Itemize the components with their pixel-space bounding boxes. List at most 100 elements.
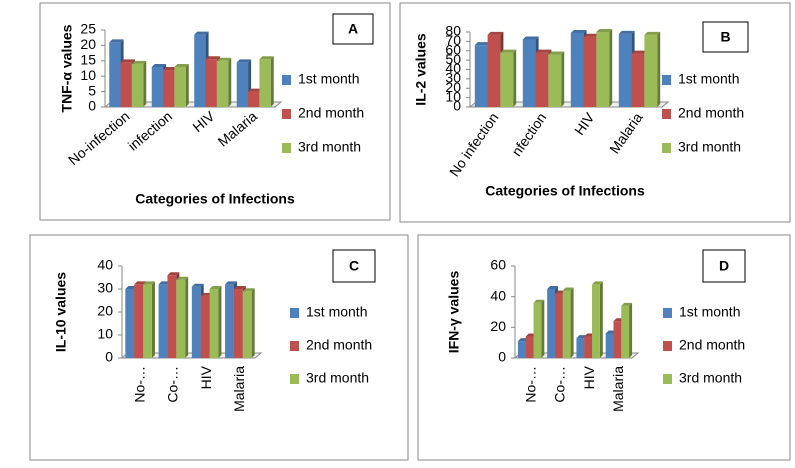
legend-swatch [663, 308, 672, 318]
bar-top [592, 281, 603, 285]
bar [194, 34, 206, 108]
bar [259, 59, 271, 107]
bar-top [487, 31, 504, 35]
y-tick-label: 60 [445, 41, 461, 57]
bar [605, 333, 614, 358]
bar [576, 338, 585, 358]
y-tick-label: 0 [498, 349, 506, 365]
bar [131, 63, 144, 107]
bar-top [109, 39, 124, 43]
bar [644, 34, 658, 107]
legend-swatch [662, 143, 671, 153]
bar [151, 66, 164, 107]
bar-top [474, 42, 491, 46]
legend-swatch [290, 308, 299, 318]
bar-side [151, 281, 155, 358]
bar-top [500, 49, 517, 53]
panel-frame [39, 2, 391, 221]
bar-top [163, 67, 178, 71]
y-tick-label: 40 [445, 60, 461, 76]
panel-label-box [332, 13, 374, 45]
bar-top [131, 60, 147, 64]
y-tick-label: 25 [80, 21, 96, 37]
bar-top [233, 286, 246, 289]
bar [233, 289, 243, 358]
bar-top [562, 287, 574, 291]
y-tick-label: 20 [80, 36, 96, 52]
x-tick-label: Co-… [552, 366, 568, 403]
bar [596, 32, 610, 107]
bar [176, 279, 186, 358]
y-tick-label: 10 [97, 326, 113, 342]
chart-panel: D 0 20 40 60 IFN-γ values No-… Co-… HIV Malaria 1s… [417, 234, 791, 461]
bar [200, 295, 210, 358]
legend-swatch [662, 109, 671, 119]
legend-swatch [663, 374, 672, 384]
bar-top [248, 88, 263, 92]
y-tick-label: 40 [97, 257, 113, 273]
y-tick-label: 60 [490, 257, 506, 273]
bar [554, 293, 563, 358]
y-tick-label: 10 [445, 88, 461, 104]
y-tick-label: 20 [97, 303, 113, 319]
bar-top [522, 36, 539, 40]
panel-label: D [719, 258, 729, 274]
y-tick-label: 10 [80, 67, 96, 83]
bar-top [535, 49, 552, 53]
bar-top [644, 31, 661, 35]
legend-label: 2nd month [679, 337, 745, 353]
y-tick-label: 30 [97, 280, 113, 296]
bar-top [209, 286, 222, 289]
legend-swatch [662, 75, 671, 85]
bar [548, 54, 562, 107]
bar-side [657, 31, 661, 107]
bar-top [583, 33, 600, 37]
bar [158, 284, 168, 358]
y-tick-label: 50 [445, 51, 461, 67]
bar [125, 289, 135, 358]
bar [225, 284, 234, 358]
y-axis-title: IL-10 values [53, 272, 69, 352]
bar-top [225, 281, 237, 285]
legend-label: 1st month [306, 304, 367, 320]
bar-top [618, 30, 635, 34]
y-tick-label: 20 [445, 79, 461, 95]
bar-top [151, 63, 167, 67]
x-tick-label: Malaria [231, 366, 247, 412]
bar [570, 32, 584, 107]
bar [167, 275, 177, 358]
bar-top [533, 299, 545, 303]
bar-side [143, 60, 147, 107]
bar-side [270, 56, 274, 107]
bar-side [561, 51, 565, 107]
bar-top [621, 302, 633, 306]
y-tick-label: 5 [88, 82, 96, 98]
panel-label-box [702, 249, 746, 283]
y-tick-label: 0 [105, 349, 113, 365]
bar-top [120, 59, 135, 63]
x-tick-label: HIV [198, 365, 214, 389]
bar-side [513, 49, 517, 107]
bar-side [251, 288, 255, 358]
bar-side [185, 63, 189, 107]
y-axis-title: TNF-α values [59, 24, 75, 112]
bar-top [174, 63, 189, 67]
panel-label-box [702, 21, 749, 53]
y-axis-title: IFN-γ values [446, 271, 462, 354]
x-tick-label: HIV [581, 365, 597, 389]
y-axis-title: IL-2 values [413, 33, 429, 106]
y-tick-label: 30 [445, 70, 461, 86]
panel-label: B [720, 29, 730, 45]
legend-swatch [282, 143, 291, 153]
bar-top [236, 59, 252, 63]
legend-swatch [290, 341, 299, 351]
bar [209, 289, 219, 358]
legend-swatch [290, 374, 299, 384]
legend-label: 2nd month [306, 337, 372, 353]
bar [584, 336, 593, 358]
bar [613, 321, 622, 358]
bar [631, 53, 645, 107]
legend-label: 2nd month [678, 105, 744, 121]
